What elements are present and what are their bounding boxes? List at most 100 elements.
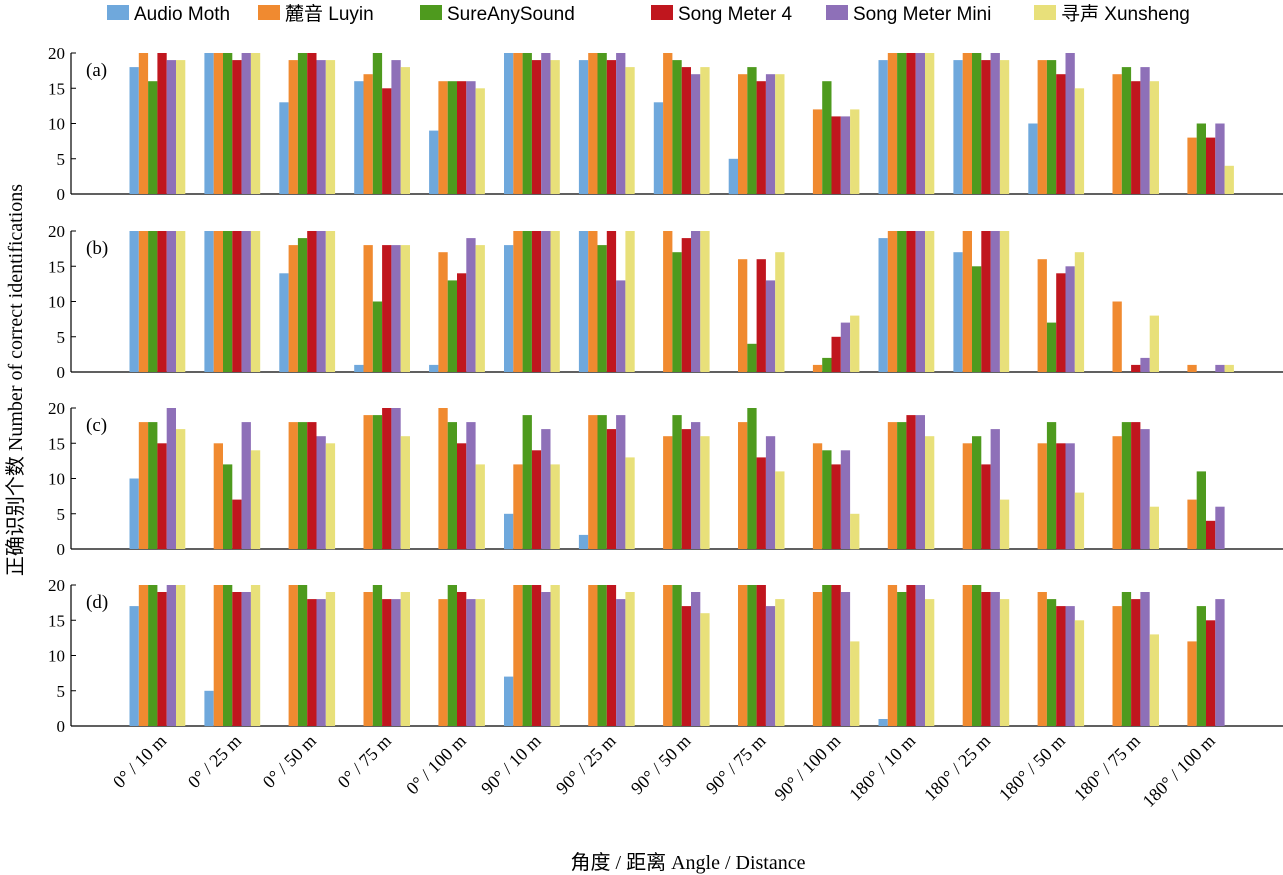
bar [1215,123,1225,194]
bar [1037,443,1047,550]
bar [475,245,485,372]
bar [1046,422,1057,549]
legend-item: Song Meter Mini [826,4,991,25]
bar [1112,436,1122,549]
bar [897,422,907,549]
bar [625,592,635,726]
bar [363,245,373,372]
x-tick-label: 90° / 100 m [770,731,844,805]
bar [504,53,514,194]
legend-swatch [420,5,442,20]
bar [775,471,785,549]
bar [1206,137,1216,194]
legend: Audio Moth 麓音 Luyin SureAnySound Song Meter… [107,3,1190,25]
bar [1037,592,1047,726]
bar [840,450,851,549]
bar [166,408,176,549]
x-tick-label: 0° / 100 m [402,731,470,799]
bar [663,231,673,372]
legend-item: 寻声 Xunsheng [1034,3,1190,25]
bar [372,53,383,194]
bar [513,53,523,194]
bar [756,457,766,549]
bar [625,457,635,549]
bars [129,231,1234,373]
bar [597,53,607,194]
panel-label: (d) [86,592,108,613]
x-tick-label: 90° / 10 m [477,731,545,799]
bar [372,301,383,372]
bar [700,67,710,194]
bar [438,252,448,372]
bar [250,231,261,372]
bar [466,422,476,549]
bar [391,245,401,372]
bar [250,585,261,726]
bar [288,585,298,726]
bars [129,408,1225,550]
bar [606,585,617,726]
bar [213,443,223,550]
bar [550,464,560,549]
y-tick-label: 10 [48,647,65,666]
bar [597,415,607,549]
bar [279,102,289,194]
bar [363,415,373,549]
bar [653,102,664,194]
bar [1215,506,1225,549]
bar [204,690,214,727]
bar [457,443,467,550]
bar [775,252,785,372]
legend-label: Audio Moth [134,4,230,25]
bar [981,231,991,372]
bar [1215,599,1225,726]
bar [756,81,766,194]
y-tick-label: 20 [48,222,65,241]
bar [522,53,532,194]
bar [325,592,336,726]
legend-label: 麓音 Luyin [285,3,374,25]
bar [138,422,149,549]
bar [475,464,485,549]
y-tick-label: 10 [48,115,65,134]
bar [990,53,1000,194]
bar [962,443,972,550]
bar [129,606,139,726]
bar [475,599,485,726]
bar [1065,606,1075,726]
bar [831,585,841,726]
bar [241,422,251,549]
bar [700,231,710,372]
bar [1074,252,1085,372]
bars [129,585,1225,727]
bar [1028,123,1038,194]
bar [297,422,308,549]
bar [700,613,710,726]
bar [531,60,542,194]
bar [504,245,514,372]
bar [775,599,785,726]
bar [831,116,841,194]
bar [232,499,242,549]
bar [288,245,298,372]
bar [1196,471,1206,549]
bar [812,364,823,372]
bar [578,60,589,194]
bar [962,231,972,372]
bar [513,231,523,372]
legend-swatch [107,5,129,20]
bar [915,585,925,726]
panel: 0 5 10 15 20 (d) [48,576,1283,736]
bar [531,585,542,726]
bar [223,585,233,726]
x-tick-label: 180° / 50 m [995,731,1069,805]
bar [400,592,410,726]
bar [391,60,401,194]
panel-label: (a) [86,60,107,81]
bar [307,53,317,194]
panel: 0 5 10 15 20 (c) [48,399,1283,559]
bar [1149,81,1159,194]
bar [457,81,467,194]
bar [457,273,467,372]
bar [999,599,1010,726]
